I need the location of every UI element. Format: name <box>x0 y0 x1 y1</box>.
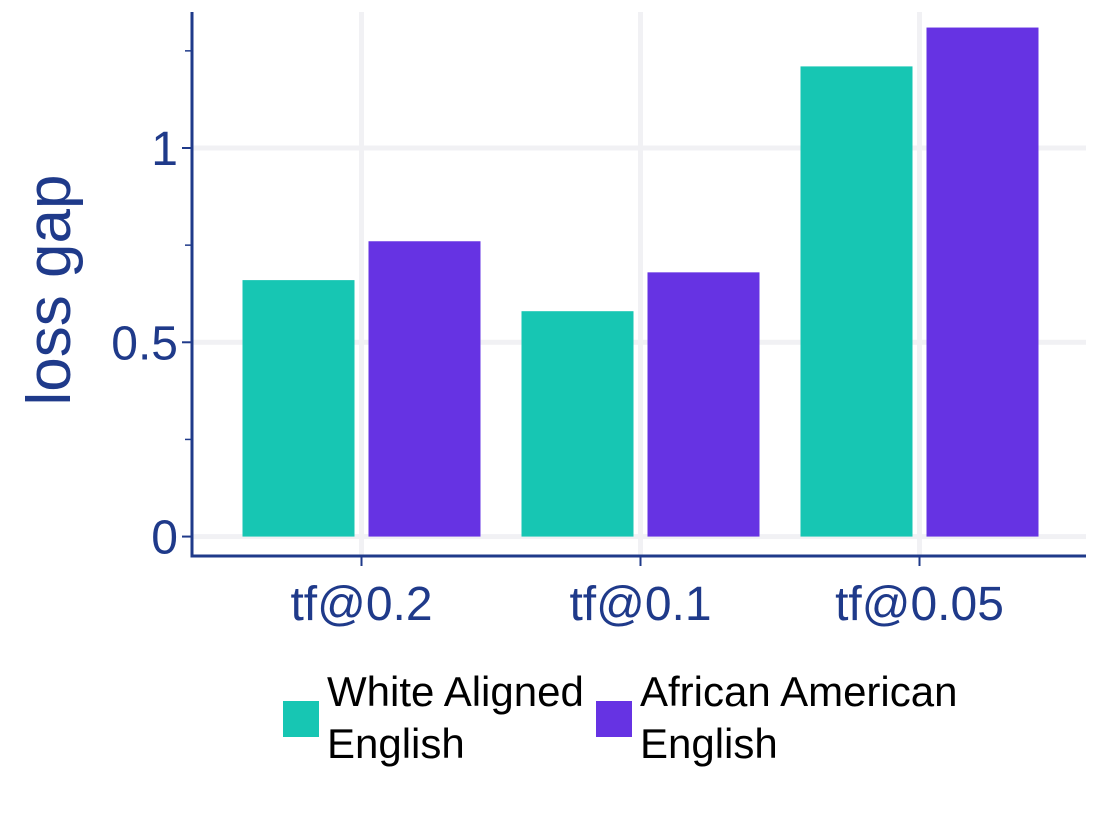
legend-label-0-line-0: White Aligned <box>327 668 584 715</box>
legend: White Aligned English African American Engl… <box>283 668 957 767</box>
y-tick-label-2: 1 <box>151 123 178 176</box>
x-tick-label-0: tf@0.2 <box>290 578 432 631</box>
x-ticks: tf@0.2 tf@0.1 tf@0.05 <box>290 556 1004 631</box>
bar-african-american-0 <box>368 241 481 537</box>
y-tick-label-0: 0 <box>151 512 178 565</box>
bar-white-aligned-2 <box>800 66 913 537</box>
legend-swatch-1 <box>596 701 632 737</box>
bars <box>242 27 1039 537</box>
bar-african-american-1 <box>647 272 760 537</box>
y-axis-title: loss gap <box>15 175 84 406</box>
bar-african-american-2 <box>926 27 1039 537</box>
axes <box>190 12 1086 558</box>
legend-label-1-line-1: English <box>640 720 778 767</box>
y-ticks: 00.51 <box>111 50 192 565</box>
legend-label-1-line-0: African American <box>640 668 957 715</box>
x-tick-label-1: tf@0.1 <box>569 578 711 631</box>
legend-swatch-0 <box>283 701 319 737</box>
x-tick-label-2: tf@0.05 <box>835 578 1004 631</box>
legend-label-0-line-1: English <box>327 720 465 767</box>
bar-white-aligned-0 <box>242 280 355 537</box>
y-tick-label-1: 0.5 <box>111 317 178 370</box>
bar-white-aligned-1 <box>521 311 634 537</box>
